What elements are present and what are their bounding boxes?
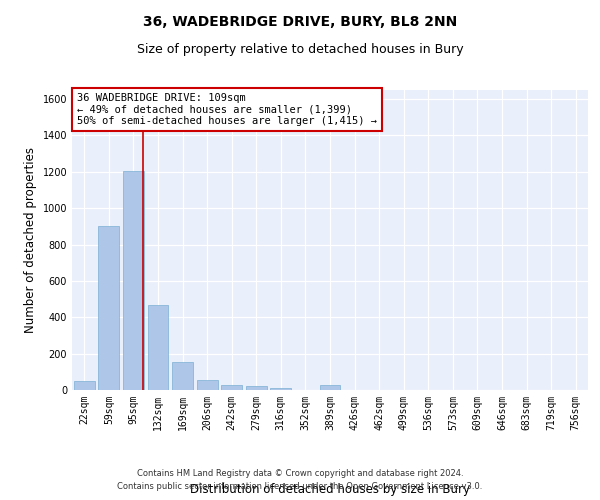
Bar (74, 381, 95, 390)
Text: Size of property relative to detached houses in Bury: Size of property relative to detached ho… (137, 42, 463, 56)
Text: 36, WADEBRIDGE DRIVE, BURY, BL8 2NN: 36, WADEBRIDGE DRIVE, BURY, BL8 2NN (143, 15, 457, 29)
Bar (320, 384, 340, 390)
Text: Contains public sector information licensed under the Open Government Licence v3: Contains public sector information licen… (118, 482, 482, 491)
Y-axis label: Number of detached properties: Number of detached properties (24, 147, 37, 333)
Bar (98, 226, 119, 390)
Bar (172, 362, 193, 390)
Bar (197, 380, 218, 390)
Bar (123, 171, 144, 390)
X-axis label: Distribution of detached houses by size in Bury: Distribution of detached houses by size … (190, 483, 470, 496)
Bar (271, 388, 292, 390)
Bar (246, 386, 267, 390)
Text: Contains HM Land Registry data © Crown copyright and database right 2024.: Contains HM Land Registry data © Crown c… (137, 468, 463, 477)
Bar (221, 386, 242, 390)
Bar (148, 304, 169, 390)
Text: 36 WADEBRIDGE DRIVE: 109sqm
← 49% of detached houses are smaller (1,399)
50% of : 36 WADEBRIDGE DRIVE: 109sqm ← 49% of det… (77, 93, 377, 126)
